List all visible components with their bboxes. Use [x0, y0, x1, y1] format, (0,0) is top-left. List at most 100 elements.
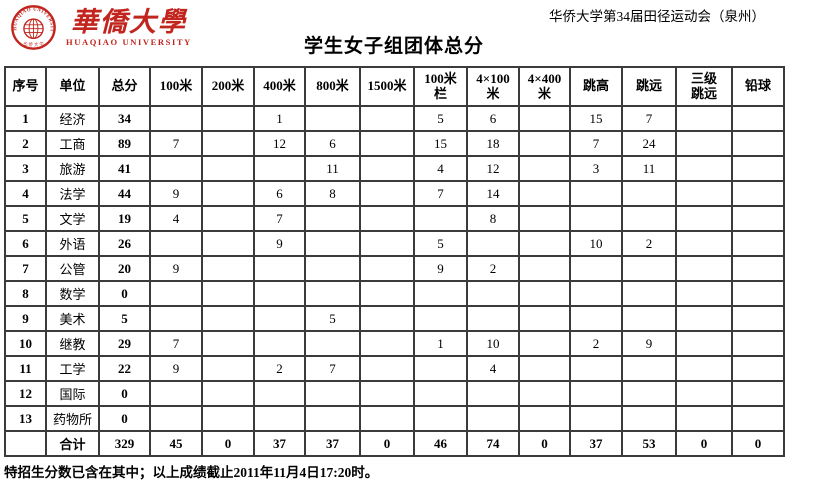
event-cell [253, 405, 306, 432]
seq-cell: 2 [4, 130, 47, 157]
col-header-800m: 800米 [304, 66, 361, 107]
total-cell: 41 [98, 155, 151, 182]
event-cell: 1 [413, 330, 468, 357]
event-cell: 37 [304, 430, 361, 457]
col-header-4x400m: 4×400 米 [518, 66, 571, 107]
total-cell: 19 [98, 205, 151, 232]
event-cell [731, 180, 785, 207]
event-cell [518, 255, 571, 282]
event-cell [253, 330, 306, 357]
event-cell [675, 130, 733, 157]
event-cell: 0 [675, 430, 733, 457]
col-header-seq: 序号 [4, 66, 47, 107]
seq-cell: 1 [4, 105, 47, 132]
event-cell [518, 380, 571, 407]
event-cell [304, 380, 361, 407]
event-cell [731, 355, 785, 382]
event-cell: 11 [621, 155, 677, 182]
event-cell [253, 280, 306, 307]
event-cell [731, 155, 785, 182]
seq-cell: 7 [4, 255, 47, 282]
seq-cell: 10 [4, 330, 47, 357]
table-total-row: 合计 329 45 0 37 37 0 46 74 0 37 53 0 0 [4, 430, 785, 457]
event-cell: 11 [304, 155, 361, 182]
event-cell [675, 205, 733, 232]
event-cell: 9 [253, 230, 306, 257]
event-cell [675, 155, 733, 182]
col-header-long-jump: 跳远 [621, 66, 677, 107]
event-cell: 7 [149, 330, 203, 357]
event-cell [359, 405, 415, 432]
event-cell [518, 305, 571, 332]
col-header-100m-hurdles: 100米 栏 [413, 66, 468, 107]
seq-cell: 6 [4, 230, 47, 257]
table-row: 5 文学 19 4 7 8 [4, 205, 785, 232]
event-cell: 9 [621, 330, 677, 357]
event-cell [201, 105, 255, 132]
event-cell [149, 230, 203, 257]
seq-cell: 4 [4, 180, 47, 207]
event-cell [359, 330, 415, 357]
event-cell [466, 305, 520, 332]
table-row: 11 工学 22 9 2 7 4 [4, 355, 785, 382]
total-cell: 5 [98, 305, 151, 332]
seq-cell: 3 [4, 155, 47, 182]
event-cell [518, 355, 571, 382]
col-header-4x100m: 4×100 米 [466, 66, 520, 107]
event-cell: 9 [149, 255, 203, 282]
total-cell: 0 [98, 405, 151, 432]
event-cell: 2 [253, 355, 306, 382]
table-header-row: 序号 单位 总分 100米 200米 400米 800米 1500米 100米 … [4, 66, 785, 107]
event-cell: 12 [253, 130, 306, 157]
event-cell [413, 380, 468, 407]
event-cell [518, 105, 571, 132]
event-cell [253, 380, 306, 407]
col-header-unit: 单位 [45, 66, 100, 107]
unit-cell: 旅游 [45, 155, 100, 182]
event-cell: 4 [149, 205, 203, 232]
event-cell [731, 230, 785, 257]
table-row: 3 旅游 41 11 4 12 3 11 [4, 155, 785, 182]
event-cell [466, 230, 520, 257]
event-cell [731, 130, 785, 157]
event-cell [569, 380, 623, 407]
event-cell [359, 155, 415, 182]
total-cell: 26 [98, 230, 151, 257]
unit-cell: 外语 [45, 230, 100, 257]
event-cell: 7 [149, 130, 203, 157]
table-row: 10 继教 29 7 1 10 2 9 [4, 330, 785, 357]
event-cell [675, 355, 733, 382]
event-cell: 7 [413, 180, 468, 207]
event-cell: 46 [413, 430, 468, 457]
event-cell [675, 380, 733, 407]
event-cell [621, 405, 677, 432]
table-row: 13 药物所 0 [4, 405, 785, 432]
event-cell [518, 130, 571, 157]
event-cell: 7 [569, 130, 623, 157]
event-cell [569, 255, 623, 282]
event-cell [621, 180, 677, 207]
event-cell [149, 155, 203, 182]
event-cell [201, 130, 255, 157]
unit-cell: 经济 [45, 105, 100, 132]
col-header-400m: 400米 [253, 66, 306, 107]
event-cell [518, 405, 571, 432]
total-cell: 0 [98, 280, 151, 307]
event-cell: 9 [149, 180, 203, 207]
event-cell: 5 [304, 305, 361, 332]
event-cell: 15 [569, 105, 623, 132]
event-cell: 7 [621, 105, 677, 132]
event-cell: 24 [621, 130, 677, 157]
event-cell [253, 155, 306, 182]
seal-bottom-text: 华 侨 大 学 [23, 41, 44, 48]
unit-cell: 合计 [45, 430, 100, 457]
unit-cell: 数学 [45, 280, 100, 307]
event-cell [731, 105, 785, 132]
event-cell [304, 330, 361, 357]
event-cell: 74 [466, 430, 520, 457]
event-cell: 5 [413, 105, 468, 132]
event-cell: 5 [413, 230, 468, 257]
event-cell: 7 [304, 355, 361, 382]
event-cell [518, 155, 571, 182]
